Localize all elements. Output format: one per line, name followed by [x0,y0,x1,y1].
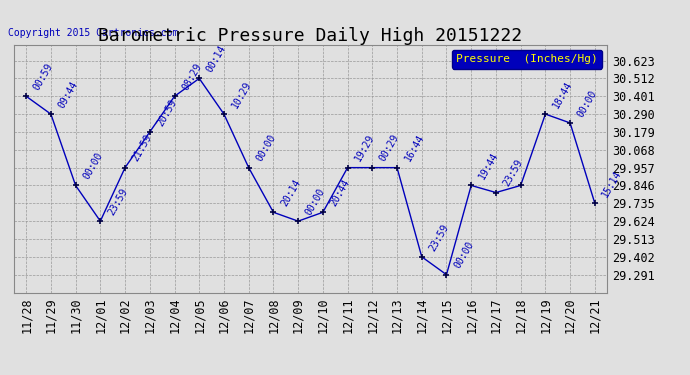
Text: 15:14: 15:14 [600,169,624,199]
Text: Copyright 2015 Cartronics.com: Copyright 2015 Cartronics.com [8,28,178,38]
Text: 00:00: 00:00 [81,151,104,181]
Text: 23:59: 23:59 [427,222,451,253]
Text: 23:59: 23:59 [106,186,129,217]
Text: 19:44: 19:44 [477,151,500,181]
Title: Barometric Pressure Daily High 20151222: Barometric Pressure Daily High 20151222 [99,27,522,45]
Text: 00:00: 00:00 [304,186,327,217]
Text: 16:44: 16:44 [402,133,426,164]
Text: 18:44: 18:44 [551,80,574,110]
Text: 00:00: 00:00 [254,133,277,164]
Text: 08:29: 08:29 [180,62,204,92]
Text: 20:44: 20:44 [328,178,352,208]
Text: 00:00: 00:00 [452,240,475,270]
Text: 20:14: 20:14 [279,178,302,208]
Text: 00:59: 00:59 [32,62,55,92]
Text: 00:29: 00:29 [378,133,401,164]
Text: 10:29: 10:29 [230,80,253,110]
Text: 20:59: 20:59 [155,98,179,128]
Text: 21:59: 21:59 [130,133,154,164]
Text: 09:44: 09:44 [57,80,80,110]
Text: 00:14: 00:14 [205,44,228,74]
Text: 23:59: 23:59 [502,158,525,188]
Text: 19:29: 19:29 [353,133,377,164]
Legend: Pressure  (Inches/Hg): Pressure (Inches/Hg) [452,50,602,69]
Text: 00:00: 00:00 [575,88,599,119]
